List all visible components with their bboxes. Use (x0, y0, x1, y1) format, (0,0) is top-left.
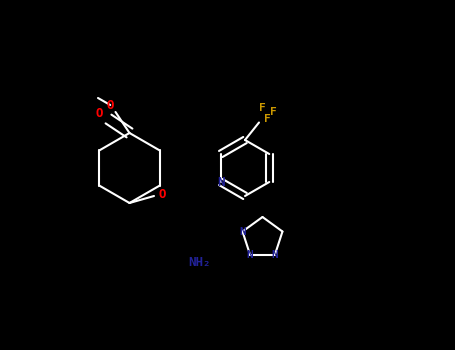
Text: O: O (159, 188, 167, 201)
Text: F: F (270, 107, 276, 117)
Text: O: O (96, 107, 103, 120)
Text: O: O (106, 98, 114, 112)
Text: F: F (264, 114, 271, 124)
Text: N: N (272, 250, 278, 260)
Text: N: N (239, 226, 246, 237)
Text: N: N (217, 175, 224, 189)
Text: NH₂: NH₂ (188, 256, 211, 269)
Text: N: N (247, 250, 253, 260)
Text: F: F (259, 104, 266, 113)
